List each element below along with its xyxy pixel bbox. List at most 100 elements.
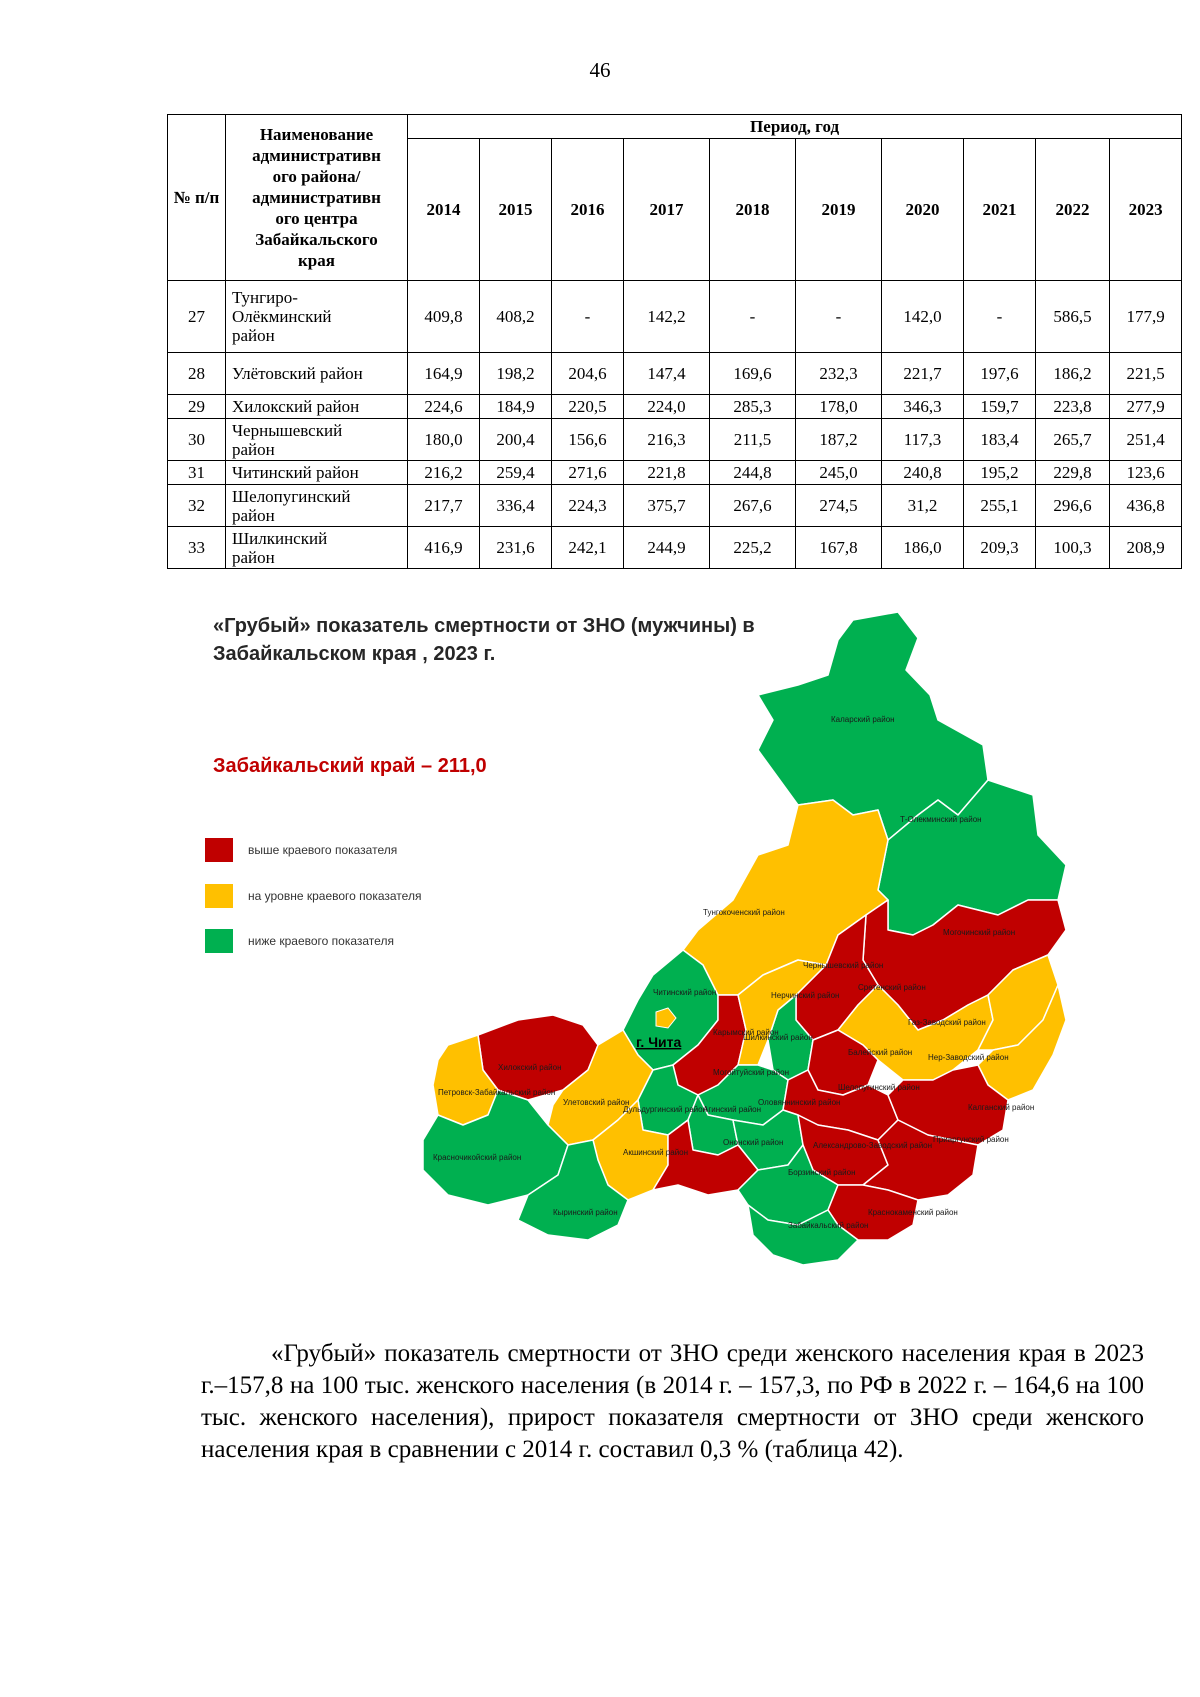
chita-marker: г. Чита <box>636 1007 682 1050</box>
value-cell: 267,6 <box>709 484 796 527</box>
body-paragraph: «Грубый» показатель смертности от ЗНО ср… <box>201 1340 1144 1463</box>
value-cell: 221,8 <box>623 460 710 485</box>
district-name: Читинский район <box>225 460 408 485</box>
col-name-header-line: административн <box>252 146 381 165</box>
value-cell: 586,5 <box>1035 280 1110 353</box>
page-number: 46 <box>589 58 611 82</box>
col-name-header-line: Наименование <box>259 125 374 144</box>
region-label: Петровск-Забайкальский район <box>438 1088 555 1097</box>
value-cell: 271,6 <box>551 460 624 485</box>
region-label: Шелопугинский район <box>838 1083 920 1092</box>
value-cell: 251,4 <box>1108 418 1183 461</box>
value-cell: 31,2 <box>881 484 964 527</box>
district-name-line: Хилокский район <box>232 397 360 416</box>
legend-swatch-yellow <box>205 884 233 908</box>
value-cell: 180,0 <box>407 418 480 461</box>
map-regions <box>422 611 1067 1266</box>
district-name: Хилокский район <box>225 394 408 419</box>
region-label: Дульдургинский район <box>623 1105 707 1114</box>
district-name-line: Олёкминский <box>232 307 332 326</box>
district-name: Шилкинский район <box>225 526 408 569</box>
year-header: 2023 <box>1108 138 1183 281</box>
region-label: Калганский район <box>968 1103 1034 1112</box>
value-cell: 147,4 <box>623 352 710 395</box>
value-cell: 123,6 <box>1108 460 1183 485</box>
value-cell: 197,6 <box>963 352 1036 395</box>
value-cell: 177,9 <box>1108 280 1183 353</box>
region-label: Могойтуйский район <box>713 1068 789 1077</box>
region-kalarsky <box>757 611 989 841</box>
value-cell: 186,2 <box>1035 352 1110 395</box>
legend-label: выше краевого показателя <box>248 843 397 857</box>
period-header: Период, год <box>406 114 1183 139</box>
district-name-line: Тунгиро- <box>232 288 298 307</box>
value-cell: - <box>795 280 882 353</box>
table-row: 31 Читинский район 216,2 259,4 271,6 221,8 244… <box>167 460 1183 485</box>
value-cell: 408,2 <box>479 280 552 353</box>
year-header: 2019 <box>795 138 882 281</box>
value-cell: 217,7 <box>407 484 480 527</box>
value-cell: 220,5 <box>551 394 624 419</box>
district-name-line: Шилкинский <box>232 528 328 548</box>
district-name-line: Улётовский район <box>232 364 363 383</box>
district-name-line: Читинский район <box>232 463 359 482</box>
region-kyrinsky <box>517 1139 629 1241</box>
value-cell: 244,8 <box>709 460 796 485</box>
city-label: г. Чита <box>636 1034 682 1050</box>
map-legend: выше краевого показателя на уровне краев… <box>205 838 421 953</box>
value-cell: - <box>551 280 624 353</box>
row-number: 33 <box>167 526 226 569</box>
district-name-line: Чернышевский <box>232 420 343 440</box>
value-cell: 156,6 <box>551 418 624 461</box>
value-cell: 375,7 <box>623 484 710 527</box>
col-name-header-line: края <box>298 251 335 270</box>
region-label: Нерчинский район <box>771 991 839 1000</box>
year-header: 2017 <box>623 138 710 281</box>
region-label: Красночикойский район <box>433 1153 521 1162</box>
legend-label: ниже краевого показателя <box>248 934 394 948</box>
region-label: Балейский район <box>848 1048 912 1057</box>
col-name-header-line: ого центра <box>275 209 358 228</box>
region-label: Газ-Заводский район <box>908 1018 986 1027</box>
district-name-line: район <box>232 547 275 567</box>
region-ner-zavodsky <box>977 984 1067 1101</box>
value-cell: 211,5 <box>709 418 796 461</box>
row-number: 32 <box>167 484 226 527</box>
year-header: 2022 <box>1035 138 1110 281</box>
value-cell: 336,4 <box>479 484 552 527</box>
year-header: 2016 <box>551 138 624 281</box>
value-cell: 436,8 <box>1108 484 1183 527</box>
value-cell: - <box>709 280 796 353</box>
legend-swatch-green <box>205 929 233 953</box>
region-label: Улетовский район <box>563 1098 629 1107</box>
legend-label: на уровне краевого показателя <box>248 889 421 903</box>
col-num-header: № п/п <box>167 114 226 281</box>
value-cell: 216,3 <box>623 418 710 461</box>
value-cell: 240,8 <box>881 460 964 485</box>
region-label: Оловяннинский район <box>758 1098 840 1107</box>
region-zabaykalsky <box>747 1204 859 1266</box>
value-cell: 285,3 <box>709 394 796 419</box>
value-cell: 274,5 <box>795 484 882 527</box>
legend-swatch-red <box>205 838 233 862</box>
row-number: 29 <box>167 394 226 419</box>
value-cell: 186,0 <box>881 526 964 569</box>
region-shilkinsky <box>737 959 827 1066</box>
region-label: Ононский район <box>723 1138 783 1147</box>
value-cell: 187,2 <box>795 418 882 461</box>
table-row: 32 Шелопугинский район 217,7 336,4 224,3 375,7… <box>167 484 1183 527</box>
value-cell: 245,0 <box>795 460 882 485</box>
region-label: Чернышевский район <box>803 961 883 970</box>
value-cell: 255,1 <box>963 484 1036 527</box>
district-name-line: район <box>232 439 275 459</box>
value-cell: 183,4 <box>963 418 1036 461</box>
map-subtitle: Забайкальский край – 211,0 <box>213 755 487 777</box>
value-cell: 229,8 <box>1035 460 1110 485</box>
col-name-header: Наименование административн ого района/ … <box>225 114 408 281</box>
value-cell: 277,9 <box>1108 394 1183 419</box>
table-row: 29 Хилокский район 224,6 184,9 220,5 224,0 285… <box>167 394 1183 419</box>
map-title-line1: «Грубый» показатель смертности от ЗНО (м… <box>213 615 755 637</box>
value-cell: 346,3 <box>881 394 964 419</box>
year-header: 2015 <box>479 138 552 281</box>
region-label: Александрово-Заводский район <box>813 1141 932 1150</box>
